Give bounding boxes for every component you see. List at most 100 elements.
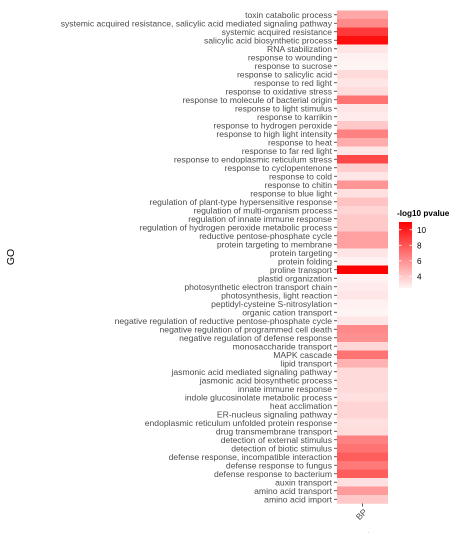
heatmap-cell <box>337 61 388 71</box>
heatmap-cells <box>337 10 388 504</box>
y-tick-label: regulation of multi-organism process <box>193 205 332 215</box>
heatmap-cell <box>337 367 388 377</box>
y-tick-label: lipid transport <box>280 358 332 368</box>
heatmap-cell <box>337 146 388 156</box>
x-tick-label: BP <box>354 507 369 522</box>
heatmap-cell <box>337 478 388 487</box>
y-tick-label: negative regulation of programmed cell d… <box>160 324 333 334</box>
y-tick-label: protein targeting to membrane <box>217 239 332 249</box>
heatmap-cell <box>337 342 388 351</box>
y-tick-label: response to high light intensity <box>216 129 332 139</box>
color-legend: -log10 pvalue 4 6 8 10 <box>397 209 450 288</box>
y-axis-tick-labels: toxin catabolic process systemic acquired… <box>61 10 333 505</box>
heatmap-cell <box>337 197 388 207</box>
heatmap-cell <box>337 240 388 249</box>
y-tick-label: systemic acquired resistance <box>222 27 333 37</box>
x-axis: BP <box>354 503 369 522</box>
y-tick-label: monosaccharide transport <box>233 341 333 351</box>
y-tick-label: proline transport <box>270 265 333 275</box>
y-tick-label: regulation of plant-type hypersensitive … <box>150 197 333 207</box>
heatmap-cell <box>337 44 388 54</box>
heatmap-cell <box>337 53 388 62</box>
y-tick-label: negative regulation of defense response <box>179 333 332 343</box>
y-tick-label: jasmonic acid mediated signaling pathway <box>170 367 332 377</box>
y-tick-label: auxin transport <box>275 477 332 487</box>
legend-color-bar <box>399 222 412 288</box>
heatmap-cell <box>337 359 388 368</box>
y-tick-label: negative regulation of reductive pentose… <box>115 316 333 326</box>
y-tick-label: response to molecule of bacterial origin <box>182 95 332 105</box>
y-tick-label: protein targeting <box>270 248 332 258</box>
heatmap-cell <box>337 104 388 113</box>
heatmap-cell <box>337 376 388 385</box>
heatmap-cell <box>337 393 388 402</box>
y-tick-label: response to light stimulus <box>235 103 332 113</box>
heatmap-cell <box>337 129 388 139</box>
heatmap-cell <box>337 401 388 411</box>
y-tick-label: plastid organization <box>258 273 332 283</box>
heatmap-cell <box>337 214 388 224</box>
heatmap-cell <box>337 435 388 445</box>
y-tick-label: response to cold <box>269 171 332 181</box>
y-tick-label: jasmonic acid biosynthetic process <box>199 375 332 385</box>
heatmap-cell <box>337 70 388 79</box>
y-tick-label: response to far red light <box>242 146 333 156</box>
y-tick-label: photosynthesis, light reaction <box>221 290 332 300</box>
y-tick-label: drug transmembrane transport <box>216 426 333 436</box>
y-tick-label: response to karrikin <box>257 112 332 122</box>
legend-tick-label: 8 <box>417 241 422 250</box>
legend-tick-label: 6 <box>417 257 422 266</box>
y-tick-label: amino acid import <box>264 494 332 504</box>
y-tick-label: response to heat <box>268 137 333 147</box>
y-tick-label: peptidyl-cysteine S-nitrosylation <box>211 299 332 309</box>
y-tick-label: regulation of innate immune response <box>188 214 332 224</box>
y-tick-label: indole glucosinolate metabolic process <box>185 392 332 402</box>
y-tick-label: innate immune response <box>238 384 332 394</box>
legend-tick-label: 4 <box>417 272 422 281</box>
y-tick-label: response to salicylic acid <box>237 69 332 79</box>
heatmap-cell <box>337 189 388 198</box>
y-tick-label: protein folding <box>278 256 332 266</box>
y-tick-label: response to cyclopentenone <box>225 163 333 173</box>
heatmap-cell <box>337 384 388 394</box>
heatmap-cell <box>337 316 388 326</box>
y-tick-label: RNA stabilization <box>267 44 332 54</box>
heatmap-cell <box>337 121 388 130</box>
heatmap-cell <box>337 112 388 122</box>
heatmap-cell <box>337 138 388 147</box>
y-tick-label: response to hydrogen peroxide <box>214 120 333 130</box>
heatmap-cell <box>337 469 388 479</box>
heatmap-cell <box>337 418 388 428</box>
heatmap-cell <box>337 299 388 309</box>
heatmap-cell <box>337 155 388 164</box>
y-tick-label: MAPK cascade <box>273 350 332 360</box>
heatmap-cell <box>337 163 388 173</box>
heatmap-cell <box>337 274 388 283</box>
y-axis-title: GO <box>5 249 17 265</box>
heatmap-cell <box>337 265 388 275</box>
heatmap-cell <box>337 10 388 20</box>
heatmap-cell <box>337 180 388 190</box>
heatmap-cell <box>337 95 388 105</box>
y-tick-label: ER-nucleus signaling pathway <box>217 409 333 419</box>
heatmap-cell <box>337 291 388 300</box>
heatmap-cell <box>337 231 388 241</box>
heatmap-cell <box>337 350 388 360</box>
y-tick-label: endoplasmic reticulum unfolded protein r… <box>145 418 332 428</box>
heatmap-cell <box>337 223 388 232</box>
y-tick-label: reductive pentose-phosphate cycle <box>199 231 332 241</box>
heatmap-cell <box>337 486 388 496</box>
legend-ticks: 4 6 8 10 <box>399 226 427 281</box>
y-tick-label: heat acclimation <box>270 401 332 411</box>
heatmap-cell <box>337 248 388 258</box>
heatmap-cell <box>337 172 388 181</box>
y-tick-label: toxin catabolic process <box>245 10 332 20</box>
legend-title: -log10 pvalue <box>397 209 450 218</box>
y-tick-label: response to sucrose <box>255 61 333 71</box>
y-tick-label: response to blue light <box>250 188 332 198</box>
heatmap-cell <box>337 444 388 453</box>
y-tick-label: response to wounding <box>248 52 332 62</box>
y-tick-label: defense response to bacterium <box>214 469 332 479</box>
y-tick-label: defense response to fungus <box>226 460 332 470</box>
heatmap-cell <box>337 78 388 88</box>
